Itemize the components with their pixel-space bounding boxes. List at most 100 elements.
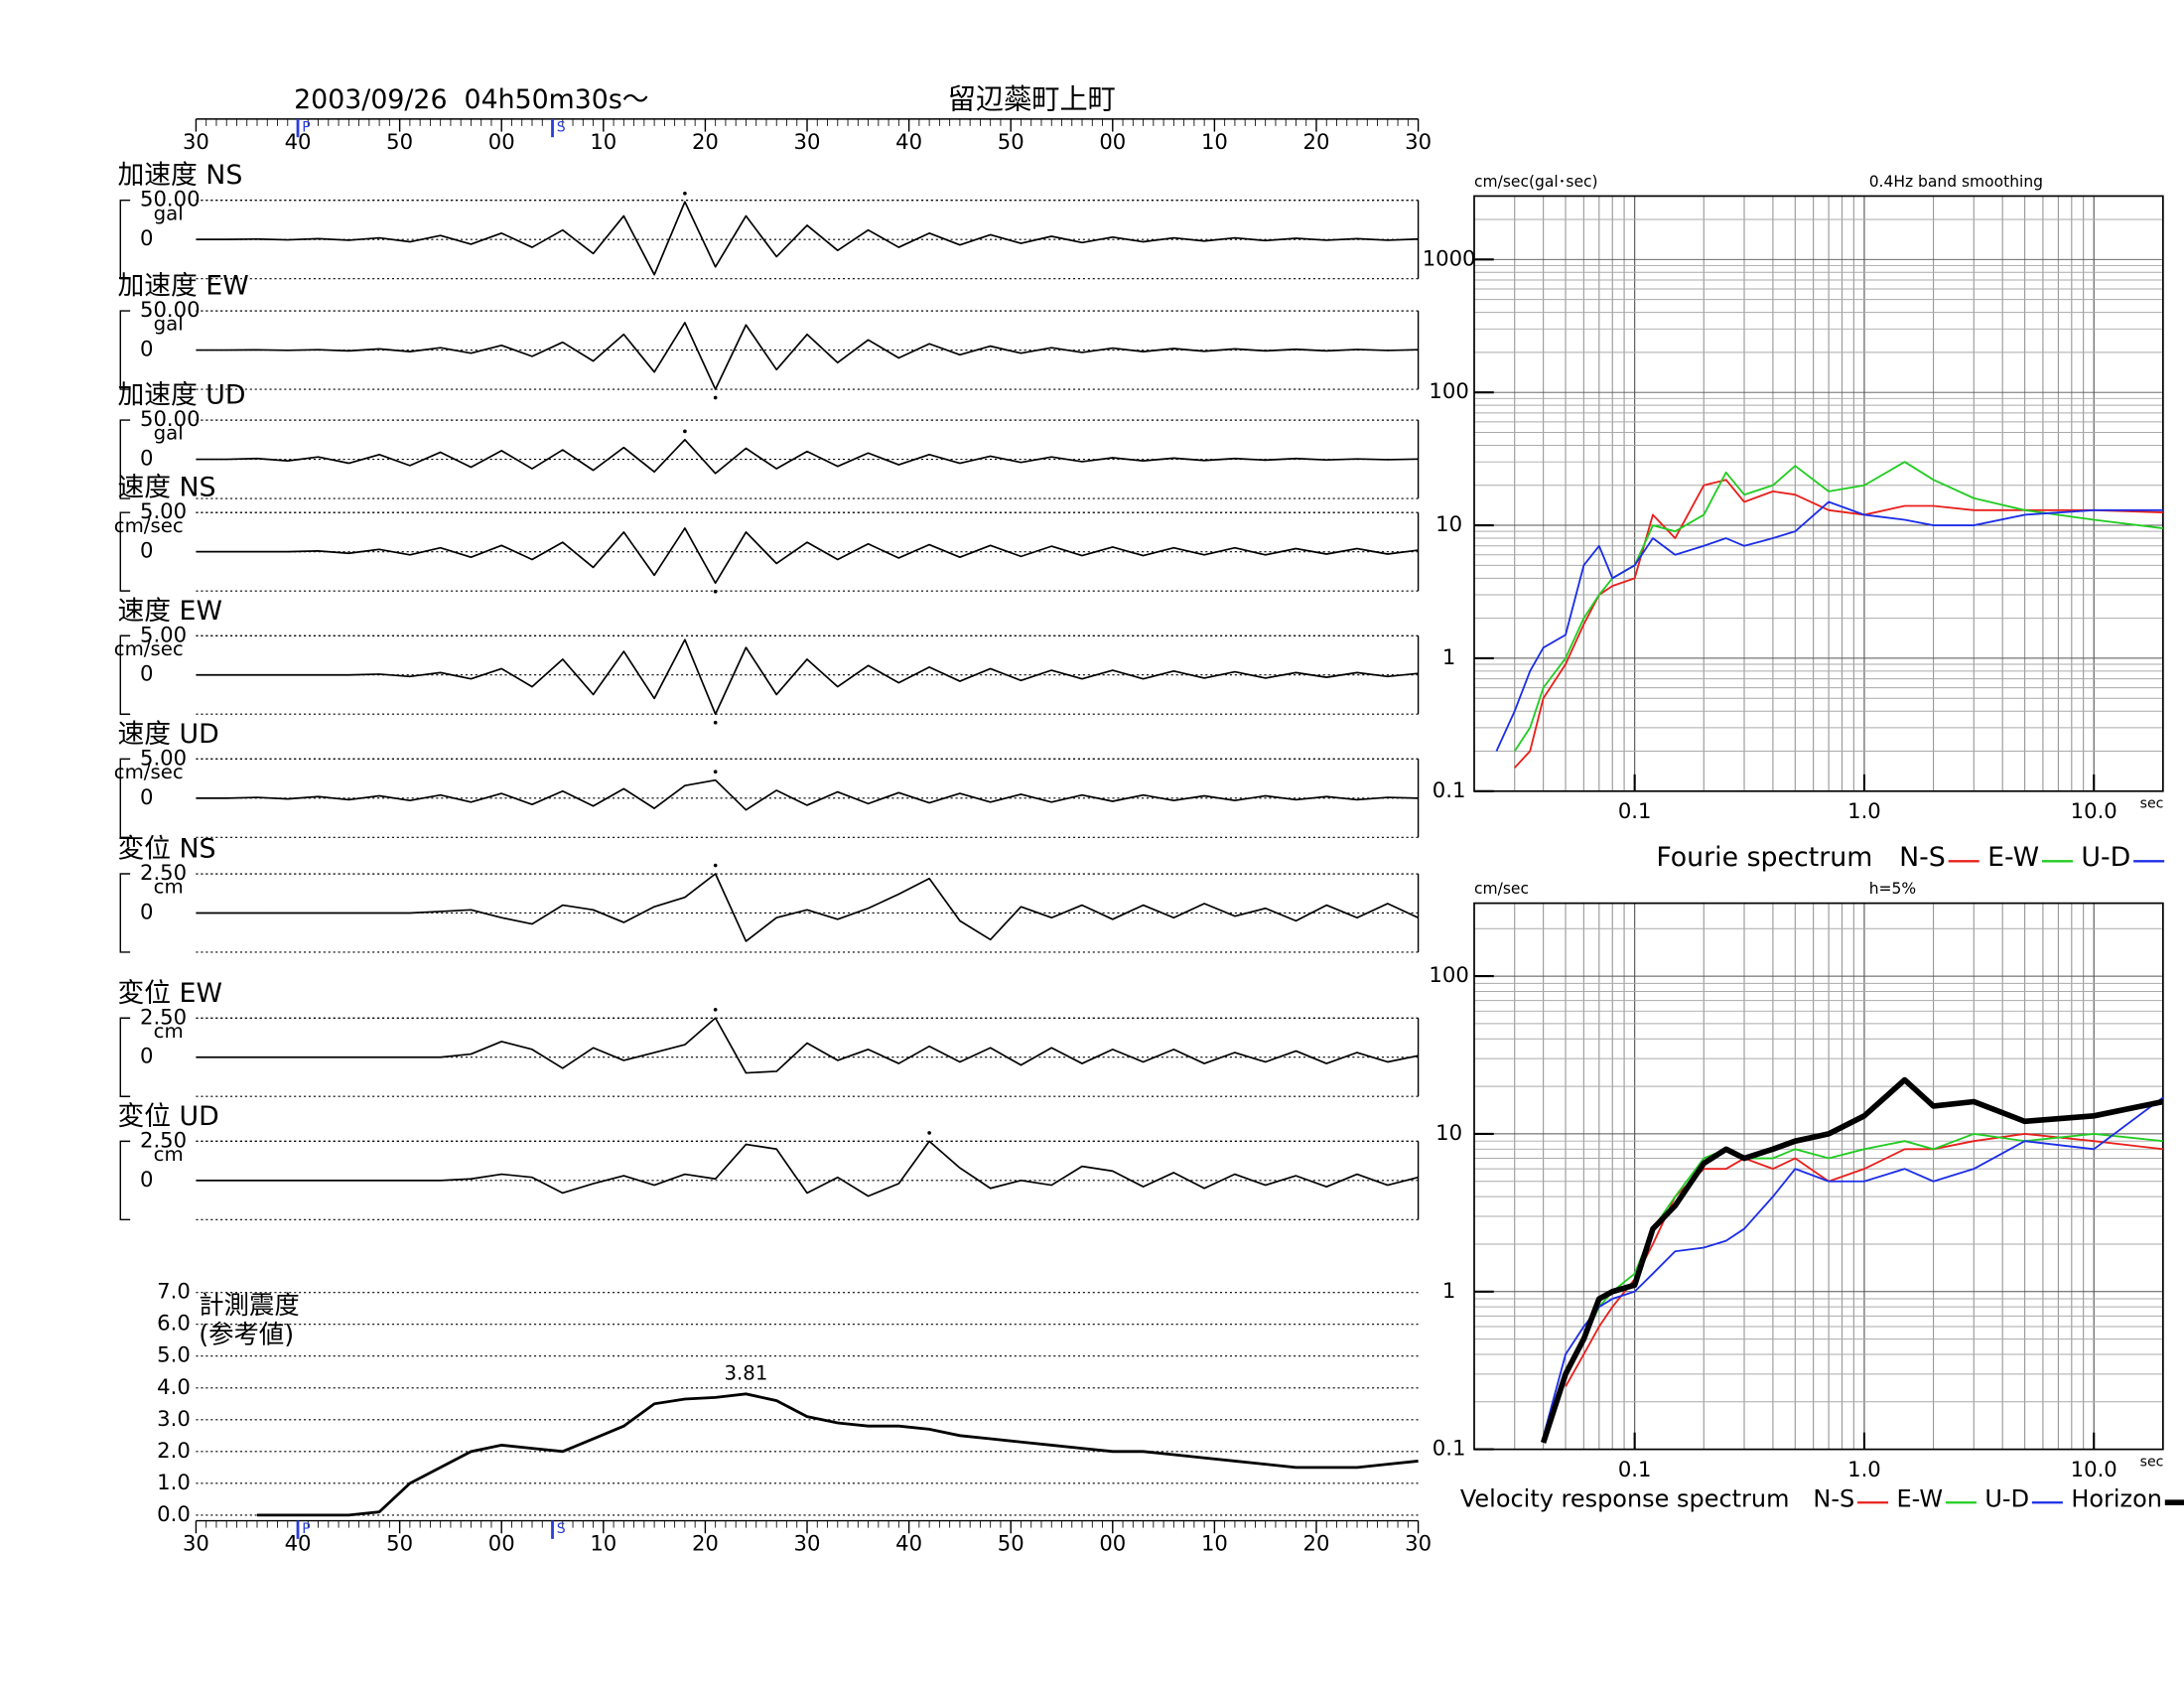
panel-subtitle: (参考値) [199,1319,294,1348]
panel-title: 加速度 NS [117,160,242,191]
legend-label: Horizon [2071,1484,2162,1512]
panel-bracket [119,1017,131,1097]
panel-title: 速度 EW [117,596,221,627]
peak-dot [713,1007,718,1012]
legend-label: N-S [1899,842,1946,873]
time-tick-label: 40 [895,129,922,154]
spectrum-line [1542,1096,2163,1438]
y-unit: cm/sec(gal･sec) [1474,173,1598,191]
y-tick-label: 100 [1429,378,1468,403]
x-tick-label: 1.0 [1847,1457,1881,1481]
y-unit: cm/sec [114,514,184,537]
time-tick-label: 20 [1303,1531,1330,1556]
y-tick-label: 4.0 [157,1374,191,1399]
time-tick-label: 00 [1099,1531,1126,1556]
time-tick-label: 50 [998,129,1024,154]
legend-label: U-D [1984,1484,2029,1512]
panel-bracket [119,873,131,953]
y-tick-label: 50.00 [140,406,201,431]
time-tick-label: 50 [386,1531,413,1556]
time-tick-label: 30 [1405,129,1432,154]
peak-dot [713,395,718,400]
panel-title: 計測震度 [199,1290,300,1320]
panel-bracket [119,634,131,715]
y-unit: cm/sec [114,637,184,660]
spectrum-line [1514,479,2163,769]
panel-bracket [119,511,131,592]
panel-title: 速度 NS [117,473,215,503]
peak-dot [683,191,687,196]
spectrum-line [1513,461,2163,752]
y-unit: cm/sec [114,761,184,783]
time-tick-label: 50 [386,129,413,154]
panel-bracket [119,419,131,499]
y-tick-label: 5.00 [140,622,187,646]
time-tick-label: 00 [488,129,515,154]
y-tick-label: 5.0 [157,1342,191,1367]
phase-label: S [557,119,566,135]
peak-dot [683,429,687,434]
y-tick-label: 0.1 [1433,1436,1466,1461]
legend-label: N-S [1813,1484,1854,1512]
y-unit: gal [154,202,184,224]
x-tick-label: 0.1 [1618,1457,1652,1481]
y-tick-label: 0 [140,661,153,686]
y-tick-label: 0 [140,784,153,809]
y-tick-label: 10 [1435,511,1462,536]
y-tick-label: 1 [1442,644,1455,669]
time-tick-label: 10 [590,1531,616,1556]
y-unit: cm [154,876,184,899]
peak-dot [713,863,718,868]
y-tick-label: 0 [140,1167,153,1192]
y-unit: cm [154,1143,184,1166]
y-tick-label: 100 [1429,962,1468,987]
time-tick-label: 40 [895,1531,922,1556]
y-tick-label: 2.0 [157,1438,191,1463]
legend-label: E-W [1987,842,2039,873]
time-tick-label: 20 [692,129,719,154]
waveform [196,873,1419,942]
y-tick-label: 2.50 [140,1127,187,1152]
spectrum-line [1495,500,2163,752]
time-tick-label: 00 [1099,129,1126,154]
y-unit: cm [154,1020,184,1043]
x-unit: sec [2140,795,2164,811]
time-tick-label: 30 [1405,1531,1432,1556]
legend-label: U-D [2081,842,2130,873]
time-tick-label: 10 [1201,1531,1228,1556]
time-tick-label: 20 [692,1531,719,1556]
y-tick-label: 0 [140,538,153,563]
time-tick-label: 50 [998,1531,1024,1556]
waveform [196,527,1419,585]
phase-label: S [557,1521,566,1537]
y-tick-label: 0 [140,225,153,250]
waveform [196,1140,1419,1197]
x-unit: sec [2140,1454,2164,1470]
y-tick-label: 0.0 [157,1501,191,1526]
y-tick-label: 0 [140,1044,153,1068]
phase-label: P [302,1521,311,1537]
y-tick-label: 5.00 [140,498,187,523]
x-tick-label: 1.0 [1847,798,1881,823]
time-tick-label: 30 [794,1531,821,1556]
time-tick-label: 30 [794,129,821,154]
y-tick-label: 5.00 [140,745,187,770]
time-tick-label: 30 [183,1531,209,1556]
y-tick-label: 0 [140,446,153,471]
x-tick-label: 10.0 [2071,798,2117,823]
y-tick-label: 6.0 [157,1311,191,1336]
panel-bracket [119,758,131,839]
y-tick-label: 50.00 [140,297,201,322]
y-tick-label: 7.0 [157,1279,191,1304]
waveform [196,322,1419,390]
y-tick-label: 2.50 [140,860,187,885]
waveform [196,638,1419,716]
station-title: 留辺蘂町上町 [948,83,1116,116]
time-tick-label: 10 [590,129,616,154]
y-tick-label: 1000 [1423,245,1476,270]
legend-title: Velocity response spectrum [1460,1484,1790,1512]
peak-dot [927,1131,931,1135]
peak-dot [713,770,718,774]
peak-dot [713,589,718,594]
